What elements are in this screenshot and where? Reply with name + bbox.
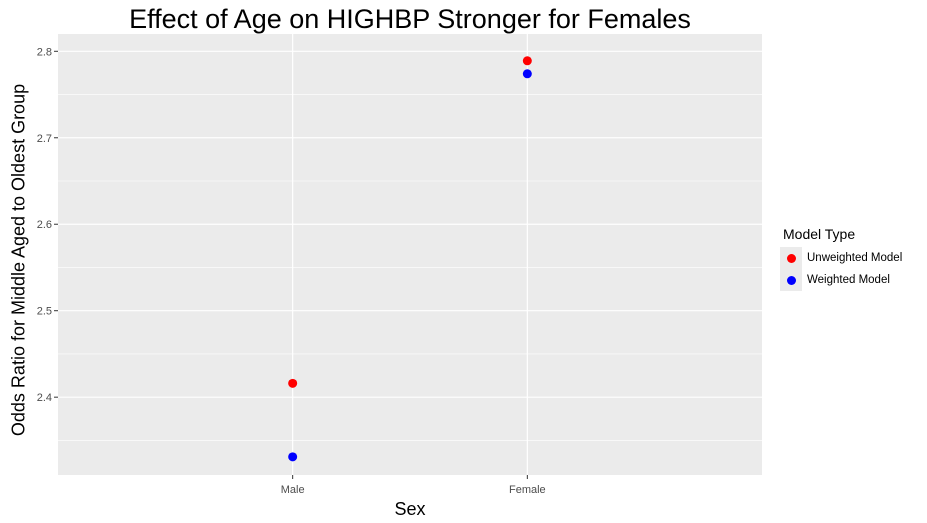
y-tick-label: 2.4	[37, 392, 52, 404]
legend-key	[780, 247, 802, 269]
data-point-weighted	[522, 69, 532, 79]
grid-lines	[58, 34, 762, 475]
legend-items: Unweighted Model Weighted Model	[780, 247, 902, 291]
y-tick-label: 2.5	[37, 306, 52, 318]
legend-label: Weighted Model	[807, 274, 890, 286]
y-axis-title: Odds Ratio for Middle Aged to Oldest Gro…	[8, 83, 29, 437]
legend-marker-icon	[786, 253, 796, 263]
data-points	[288, 56, 532, 462]
legend-label: Unweighted Model	[807, 252, 903, 264]
y-tick-label: 2.8	[37, 46, 52, 58]
x-tick-label: Male	[281, 484, 305, 496]
x-tick-label: Female	[509, 484, 546, 496]
legend: Model Type Unweighted Model Weighted Mode…	[780, 226, 902, 291]
legend-item: Unweighted Model	[780, 247, 902, 269]
plot-panel	[58, 34, 762, 475]
legend-key	[780, 269, 802, 291]
axes: 2.4 2.5 2.6 2.7 2.8 Male Female	[37, 46, 546, 496]
legend-title: Model Type	[783, 226, 856, 242]
y-tick-label: 2.7	[37, 133, 52, 145]
chart-title: Effect of Age on HIGHBP Stronger for Fem…	[129, 4, 691, 34]
data-point-unweighted	[288, 378, 298, 388]
x-axis-title: Sex	[394, 499, 426, 519]
y-tick-label: 2.6	[37, 219, 52, 231]
data-point-unweighted	[522, 56, 532, 66]
data-point-weighted	[288, 452, 298, 462]
legend-marker-icon	[786, 275, 796, 285]
legend-item: Weighted Model	[780, 269, 902, 291]
